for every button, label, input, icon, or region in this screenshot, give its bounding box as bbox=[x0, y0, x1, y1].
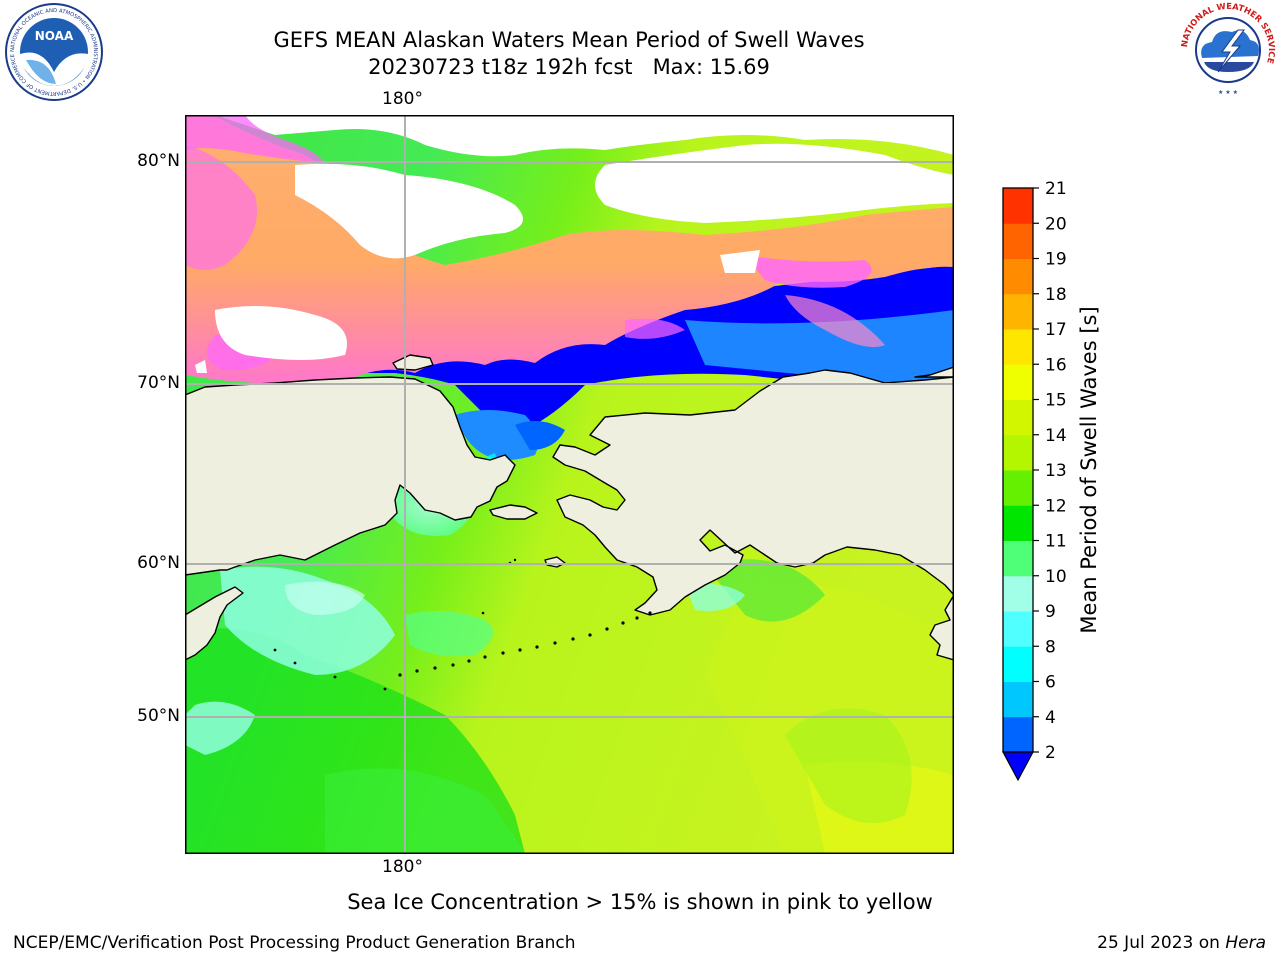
date-text: 25 Jul 2023 on bbox=[1097, 933, 1226, 953]
colorbar-tick-label: 15 bbox=[1045, 391, 1067, 411]
colorbar-swatch bbox=[1003, 434, 1033, 471]
colorbar-swatch bbox=[1003, 646, 1033, 682]
colorbar-frame bbox=[1002, 187, 1034, 753]
colorbar-swatch bbox=[1003, 470, 1033, 506]
generation-date: 25 Jul 2023 on Hera bbox=[1097, 933, 1266, 953]
lat-label-60: 60°N bbox=[137, 553, 180, 573]
map-title: GEFS MEAN Alaskan Waters Mean Period of … bbox=[273, 28, 865, 52]
map-panel bbox=[185, 115, 954, 854]
colorbar-swatch bbox=[1003, 611, 1033, 647]
colorbar-tick-label: 10 bbox=[1045, 567, 1067, 587]
no-data-area bbox=[295, 163, 523, 259]
noaa-logo: NOAA NATIONAL OCEANIC AND ATMOSPHERIC AD… bbox=[5, 3, 103, 101]
colorbar-swatch bbox=[1003, 293, 1033, 330]
colorbar-swatch bbox=[1003, 681, 1033, 718]
colorbar-swatch bbox=[1003, 188, 1033, 224]
noaa-wordmark: NOAA bbox=[35, 29, 74, 43]
land-st-lawrence-island bbox=[489, 504, 538, 520]
lat-label-80: 80°N bbox=[137, 151, 180, 171]
colorbar-tick-label: 20 bbox=[1045, 214, 1067, 234]
colorbar-swatch bbox=[1003, 258, 1033, 295]
graticule bbox=[185, 115, 954, 854]
arctic-open-water bbox=[185, 265, 954, 431]
lat-label-70: 70°N bbox=[137, 373, 180, 393]
host-name: Hera bbox=[1225, 933, 1266, 953]
colorbar-swatch bbox=[1003, 364, 1033, 400]
lat-label-50: 50°N bbox=[137, 706, 180, 726]
colorbar-swatches bbox=[1003, 188, 1033, 753]
colorbar-tick-label: 12 bbox=[1045, 496, 1067, 516]
colorbar: 2 4 6 8 9 10 11 12 13 14 15 16 17 18 19 20 21 bbox=[1001, 180, 1067, 782]
colorbar-tick-label: 14 bbox=[1045, 426, 1067, 446]
land-areas bbox=[185, 354, 954, 661]
sea-ice-note: Sea Ice Concentration > 15% is shown in … bbox=[347, 890, 933, 914]
colorbar-tick-label: 19 bbox=[1045, 250, 1067, 270]
colorbar-swatch bbox=[1003, 540, 1033, 577]
lon-label-top: 180° bbox=[382, 89, 423, 109]
map-frame bbox=[185, 115, 954, 854]
colorbar-tick-label: 13 bbox=[1045, 461, 1067, 481]
colorbar-tick-label: 6 bbox=[1045, 673, 1056, 693]
colorbar-tick-label: 4 bbox=[1045, 708, 1056, 728]
colorbar-ticks: 2 4 6 8 9 10 11 12 13 14 15 16 17 18 19 20 21 bbox=[1033, 180, 1067, 763]
colorbar-swatch bbox=[1003, 223, 1033, 259]
land-alaska bbox=[552, 369, 954, 616]
colorbar-tick-label: 9 bbox=[1045, 602, 1056, 622]
svg-text:★ ★ ★: ★ ★ ★ bbox=[1218, 89, 1238, 96]
colorbar-tick-label: 2 bbox=[1045, 743, 1056, 763]
colorbar-tick-label: 8 bbox=[1045, 637, 1056, 657]
colorbar-swatch bbox=[1003, 716, 1033, 753]
nws-logo: NATIONAL WEATHER SERVICE ★ ★ ★ bbox=[1179, 1, 1277, 98]
colorbar-tick-label: 21 bbox=[1045, 180, 1067, 199]
land-siberia bbox=[185, 376, 516, 576]
credit-line: NCEP/EMC/Verification Post Processing Pr… bbox=[13, 933, 576, 953]
colorbar-tick-label: 16 bbox=[1045, 355, 1067, 375]
colorbar-unit-label: Mean Period of Swell Waves [s] bbox=[1077, 306, 1101, 634]
colorbar-tick-label: 18 bbox=[1045, 285, 1067, 305]
land-wrangel-island bbox=[392, 354, 434, 371]
map-subtitle: 20230723 t18z 192h fcst Max: 15.69 bbox=[368, 55, 770, 79]
colorbar-swatch bbox=[1003, 505, 1033, 541]
colorbar-swatch bbox=[1003, 399, 1033, 436]
colorbar-tick-label: 11 bbox=[1045, 532, 1067, 552]
colorbar-underflow-triangle bbox=[1001, 751, 1035, 782]
aleutian-islands bbox=[273, 611, 652, 691]
sea-ice bbox=[185, 115, 954, 384]
land-kamchatka bbox=[185, 586, 244, 661]
lon-label-bottom: 180° bbox=[382, 857, 423, 877]
colorbar-swatch bbox=[1003, 329, 1033, 365]
colorbar-tick-label: 17 bbox=[1045, 320, 1067, 340]
colorbar-swatch bbox=[1003, 575, 1033, 612]
